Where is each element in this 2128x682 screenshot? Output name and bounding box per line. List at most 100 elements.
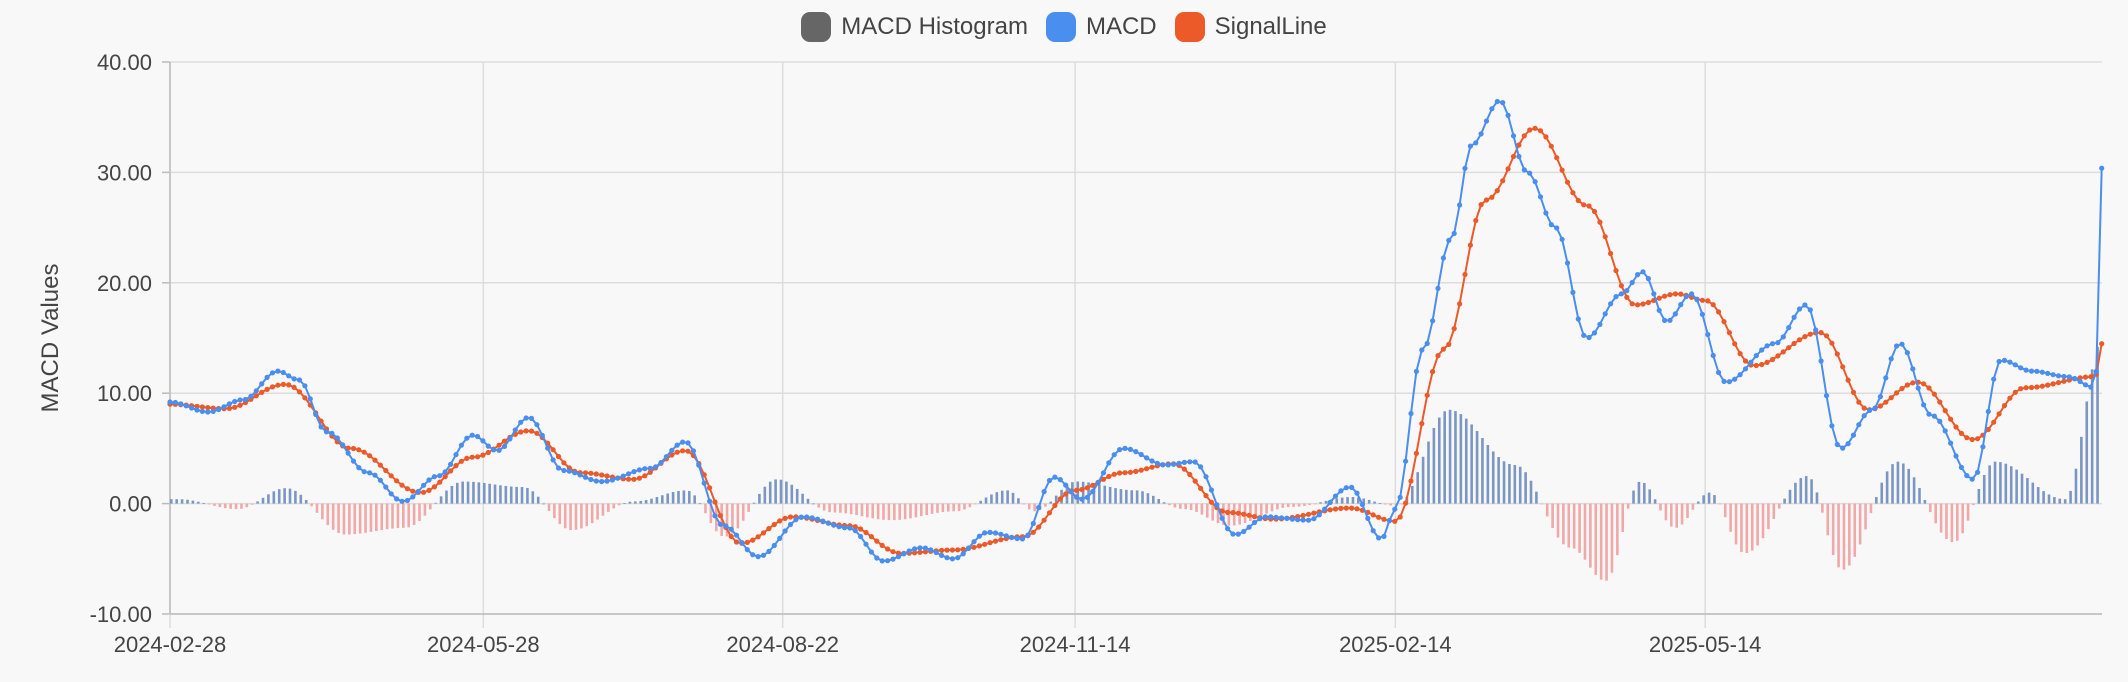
signal-point — [2039, 383, 2045, 389]
histogram-bar — [1265, 503, 1268, 514]
signal-point — [1467, 242, 1473, 248]
macd-point — [2007, 359, 2013, 365]
signal-point — [685, 448, 691, 454]
legend-item-signal[interactable]: SignalLine — [1174, 12, 1327, 42]
histogram-bar — [1135, 490, 1139, 504]
histogram-bar — [256, 501, 259, 504]
signal-point — [1419, 421, 1425, 427]
macd-point — [653, 464, 659, 470]
macd-point — [1516, 153, 1522, 160]
macd-point — [1877, 394, 1883, 400]
macd-line-series — [167, 98, 2105, 564]
signal-point — [1883, 399, 1889, 405]
macd-point — [1160, 462, 1166, 468]
macd-point — [329, 430, 335, 436]
macd-point — [1349, 484, 1355, 490]
signal-point — [1370, 512, 1376, 518]
macd-point — [998, 531, 1004, 537]
histogram-bar — [634, 501, 637, 504]
macd-point — [1322, 506, 1328, 512]
histogram-bar — [488, 483, 491, 504]
signal-point — [2034, 384, 2040, 390]
macd-point — [572, 470, 578, 476]
signal-point — [469, 454, 475, 460]
histogram-bar — [1130, 490, 1134, 504]
macd-point — [2012, 362, 2018, 368]
histogram-bar — [515, 486, 518, 504]
histogram-bar — [1378, 503, 1382, 504]
x-tick-label: 2024-02-28 — [114, 632, 227, 657]
histogram-bar — [1303, 503, 1306, 506]
histogram-bar — [1583, 503, 1587, 560]
histogram-bar — [1815, 492, 1819, 504]
histogram-bar — [795, 488, 799, 504]
macd-point — [1667, 317, 1673, 323]
histogram-bar — [1750, 503, 1754, 551]
histogram-bar — [1346, 497, 1349, 504]
signal-point — [1796, 337, 1803, 343]
signal-point — [2018, 386, 2024, 392]
signal-point — [1300, 512, 1306, 519]
signal-point — [496, 442, 502, 448]
histogram-bar — [466, 481, 470, 504]
signal-point — [2077, 375, 2083, 381]
signal-point — [1581, 202, 1587, 208]
histogram-bar — [1864, 503, 1867, 530]
macd-point — [1386, 517, 1392, 524]
legend-swatch-signal — [1174, 12, 1205, 42]
histogram-bar — [1162, 502, 1166, 504]
macd-point — [804, 514, 810, 520]
histogram-bar — [822, 503, 826, 511]
signal-point — [269, 384, 276, 390]
y-tick-label: 10.00 — [97, 381, 152, 406]
macd-point — [1672, 311, 1678, 317]
macd-point — [183, 403, 189, 409]
macd-point — [917, 545, 923, 551]
signal-point — [1921, 381, 1927, 387]
macd-point — [1430, 318, 1436, 324]
signal-point — [1856, 399, 1862, 405]
histogram-bar — [1022, 503, 1026, 505]
legend-item-macd[interactable]: MACD — [1045, 12, 1157, 42]
signal-point — [1349, 505, 1355, 511]
histogram-bar — [1335, 498, 1339, 504]
macd-point — [588, 476, 594, 483]
macd-point — [1581, 332, 1587, 338]
histogram-bar — [353, 503, 357, 535]
histogram-bar — [1491, 451, 1495, 504]
histogram-bar — [909, 503, 912, 519]
macd-point — [642, 466, 648, 472]
macd-point — [1111, 452, 1117, 458]
histogram-bar — [277, 489, 281, 504]
legend-item-histogram[interactable]: MACD Histogram — [801, 12, 1028, 42]
histogram-bar — [963, 503, 966, 510]
macd-point — [501, 443, 508, 449]
histogram-bar — [1540, 503, 1544, 505]
macd-point — [1829, 423, 1835, 429]
histogram-bar — [812, 503, 815, 505]
histogram-bar — [348, 503, 351, 535]
signal-point — [1786, 345, 1792, 351]
macd-point — [1802, 302, 1808, 308]
macd-point — [868, 549, 875, 555]
macd-point — [1403, 458, 1409, 464]
histogram-bar — [1707, 492, 1711, 504]
histogram-bar — [2090, 369, 2094, 504]
histogram-bar — [1373, 501, 1376, 504]
histogram-bar — [1178, 503, 1182, 509]
histogram-bar — [752, 502, 756, 504]
macd-point — [561, 467, 567, 474]
histogram-bar — [180, 499, 184, 504]
histogram-bar — [2047, 494, 2051, 504]
histogram-bar — [785, 481, 788, 504]
signal-point — [1478, 202, 1484, 208]
histogram-bar — [774, 479, 777, 504]
macd-point — [1203, 474, 1209, 480]
histogram-bar — [1411, 486, 1414, 504]
y-tick-label: 20.00 — [97, 271, 152, 296]
histogram-bar — [1918, 487, 1921, 504]
macd-point — [458, 442, 464, 448]
signal-point — [199, 404, 205, 410]
histogram-bar — [536, 496, 540, 504]
histogram-bar — [1599, 503, 1603, 580]
